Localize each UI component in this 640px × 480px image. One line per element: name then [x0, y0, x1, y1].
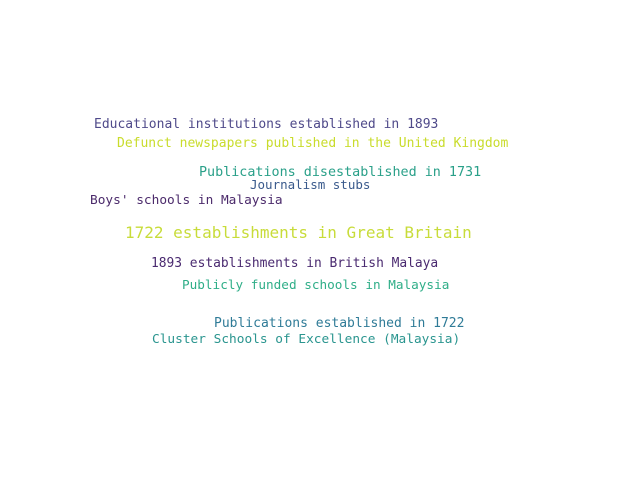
- word-cluster-schools-excellence: Cluster Schools of Excellence (Malaysia): [152, 332, 461, 347]
- word-educational-institutions-1893: Educational institutions established in …: [94, 117, 439, 132]
- word-publications-disestablished-1731: Publications disestablished in 1731: [199, 165, 482, 180]
- word-publicly-funded-schools-malaysia: Publicly funded schools in Malaysia: [182, 277, 450, 292]
- word-1893-establishments-british-malaya: 1893 establishments in British Malaya: [151, 256, 439, 271]
- word-journalism-stubs: Journalism stubs: [250, 177, 371, 192]
- word-publications-established-1722: Publications established in 1722: [214, 316, 465, 331]
- word-1722-establishments-great-britain: 1722 establishments in Great Britain: [125, 223, 472, 242]
- word-defunct-newspapers-uk: Defunct newspapers published in the Unit…: [117, 136, 509, 151]
- word-boys-schools-malaysia: Boys' schools in Malaysia: [90, 193, 283, 208]
